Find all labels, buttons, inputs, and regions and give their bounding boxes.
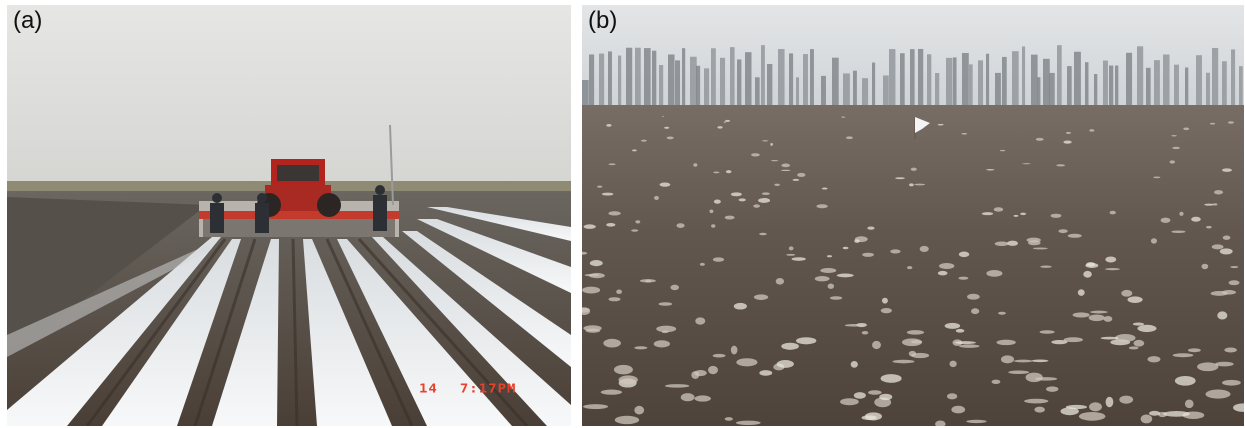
worker-icon — [210, 185, 387, 233]
panel-label-a: (a) — [13, 7, 43, 34]
plastic-mulch-strips — [7, 207, 571, 426]
seeder-units — [203, 219, 395, 237]
timestamp-time: 7:17PM — [459, 381, 517, 397]
photo-timestamp: 14 7:17PM — [419, 382, 516, 396]
bare-soil-left — [7, 197, 207, 350]
soil-ridges — [85, 237, 529, 426]
plowed-field — [582, 105, 1244, 426]
timestamp-day: 14 — [419, 381, 438, 397]
field-photo-b — [582, 5, 1244, 426]
photo-panel-b: (b) — [582, 5, 1244, 426]
tree-line — [582, 45, 1243, 105]
flag-marker — [914, 117, 930, 139]
plastic-debris — [582, 115, 1244, 426]
seeder-bar — [199, 211, 399, 219]
field-photo-a — [7, 5, 571, 426]
photo-panel-a: (a) 14 7:17PM — [7, 5, 571, 426]
marker-pole — [389, 124, 394, 206]
panel-label-b: (b) — [588, 7, 618, 34]
